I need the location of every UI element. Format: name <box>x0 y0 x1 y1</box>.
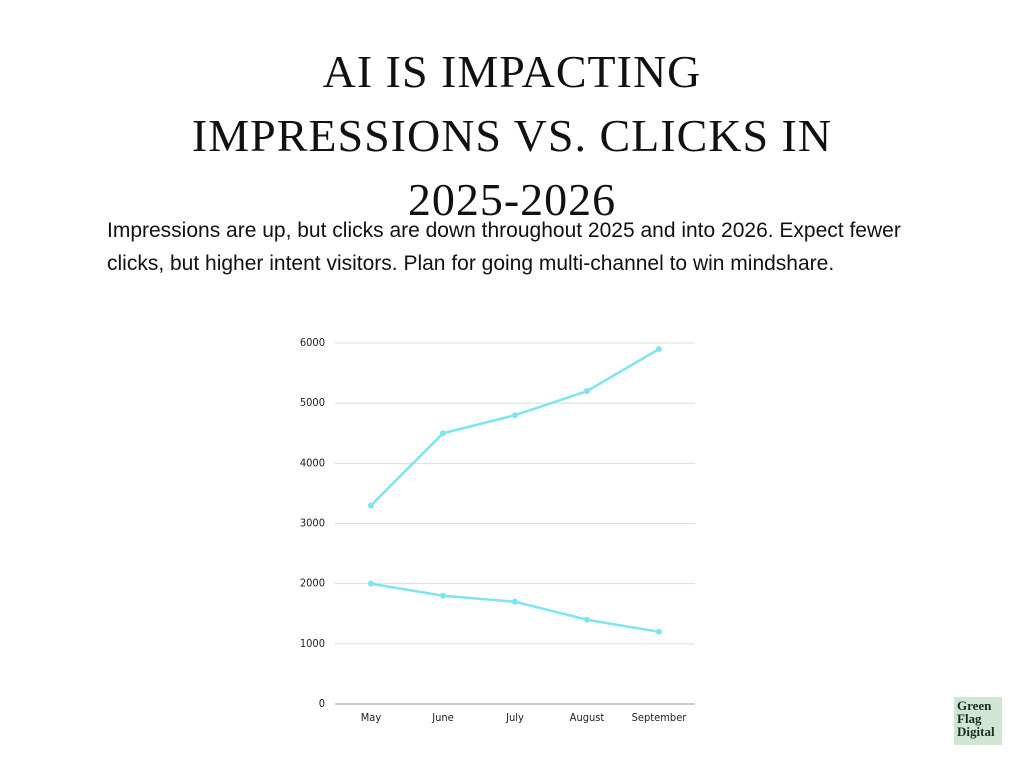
data-point <box>584 616 590 623</box>
x-tick-label: July <box>505 711 524 724</box>
data-point <box>584 388 590 395</box>
data-point <box>512 412 518 419</box>
x-tick-label: September <box>632 711 688 724</box>
data-point <box>656 346 662 353</box>
series-line <box>370 582 660 634</box>
y-tick-label: 4000 <box>300 456 325 469</box>
data-point <box>512 598 518 605</box>
y-tick-label: 2000 <box>300 577 325 590</box>
series-line <box>370 347 660 507</box>
logo-text: Green <box>957 698 992 713</box>
chart-title: AI IS IMPACTING IMPRESSIONS VS. CLICKS I… <box>191 46 833 225</box>
y-tick-label: 0 <box>319 697 325 710</box>
logo-text: Digital <box>957 724 995 739</box>
y-tick-label: 1000 <box>300 637 325 650</box>
data-point <box>368 580 374 587</box>
y-tick-label: 6000 <box>300 336 325 349</box>
chart-subtitle: Impressions are up, but clicks are down … <box>107 219 901 275</box>
x-tick-label: May <box>361 711 382 724</box>
data-point <box>440 592 446 599</box>
x-tick-label: August <box>570 711 605 724</box>
data-point <box>440 430 446 437</box>
data-point <box>656 628 662 635</box>
data-point <box>368 502 374 509</box>
y-tick-label: 5000 <box>300 396 325 409</box>
logo: Green Flag Digital <box>954 697 1002 745</box>
y-tick-label: 3000 <box>300 517 325 530</box>
x-tick-label: June <box>431 711 454 724</box>
logo-text: Flag <box>957 711 982 726</box>
